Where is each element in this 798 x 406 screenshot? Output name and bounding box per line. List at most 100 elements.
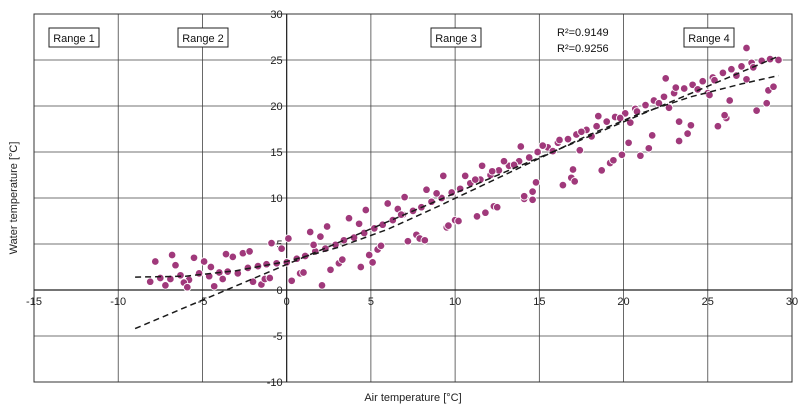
scatter-point [161,281,170,290]
y-tick-label: 30 [270,9,282,21]
scatter-point [570,177,579,186]
scatter-point [558,180,568,190]
scatter-point [368,258,377,267]
scatter-point [594,111,603,121]
y-tick-label: 25 [270,55,282,67]
scatter-point [575,145,585,155]
scatter-point [245,247,254,256]
scatter-point [183,282,192,292]
y-tick-label: -10 [267,377,283,389]
scatter-point [683,129,692,138]
scatter-point [477,161,487,171]
scatter-point [516,142,526,151]
scatter-point [287,276,296,286]
scatter-point [617,150,627,160]
scatter-point [531,178,541,187]
scatter-point [481,208,490,217]
x-axis-title: Air temperature [°C] [364,392,461,404]
scatter-point [538,141,547,150]
scatter-point [151,257,160,266]
scatter-point [737,62,746,71]
scatter-point [705,90,714,100]
scatter-point [189,253,199,263]
linear-fit-line [134,55,779,330]
x-tick-label: -5 [198,296,208,308]
x-tick-label: 20 [617,296,629,308]
scatter-point [492,202,502,212]
x-tick-label: 0 [284,296,290,308]
scatter-point [338,255,347,264]
scatter-point [277,244,286,253]
scatter-point [679,84,689,93]
scatter-point [400,192,409,202]
x-tick-label: 10 [449,296,461,308]
scatter-point [199,257,209,266]
scatter-point [317,281,327,290]
scatter-point [727,64,736,74]
scatter-point [299,268,308,277]
x-tick-label: 15 [533,296,545,308]
scatter-point [145,277,155,286]
r2-label-2: R²=0.9256 [557,43,609,55]
scatter-point [171,260,180,270]
range-label-2: Range 2 [177,27,229,48]
y-axis-title: Water temperature [°C] [8,142,20,255]
range-box [177,27,229,48]
scatter-point [344,213,354,223]
scatter-point [713,121,723,131]
scatter-point [568,165,578,174]
scatter-point [674,136,684,146]
scatter-point [454,216,463,226]
scatter-point [221,249,231,259]
scatter-point [762,98,771,108]
scatter-point [361,205,371,215]
scatter-point [519,191,529,201]
scatter-point [206,262,216,272]
scatter-point [439,171,448,181]
scatter-point [403,236,413,246]
scatter-point [636,151,645,160]
scatter-point [765,54,775,64]
scatter-point [624,138,633,148]
scatter-point [444,221,453,230]
scatter-point [309,240,318,250]
scatter-point [654,98,664,108]
scatter-point [460,171,470,181]
x-tick-label: 5 [368,296,374,308]
range-text: Range 4 [688,33,730,45]
scatter-point [218,274,227,284]
range-text: Range 1 [53,33,95,45]
scatter-point [471,175,480,184]
trend-lines [134,55,779,330]
scatter-point [674,117,684,126]
scatter-point [209,282,219,291]
scatter-point [602,117,611,126]
scatter-point [316,232,325,241]
scatter-point [420,236,430,245]
scatter-point [383,199,392,208]
scatter-point [752,106,761,115]
scatter-point [641,100,650,110]
scatter-point [305,227,315,237]
range-labels: Range 1 Range 2 Range 3 Range 4 [48,27,735,48]
scatter-point [167,250,177,260]
scatter-point [354,219,364,229]
scatter-point [533,147,542,157]
scatter-point [577,127,586,137]
grid-lines [33,13,793,383]
y-tick-label: 15 [270,147,282,159]
scatter-point [774,55,783,65]
scatter-point [626,118,635,127]
scatter-point [472,212,482,221]
y-tick-label: 20 [270,101,282,113]
scatter-point [555,135,564,145]
scatter-point [664,103,674,113]
curve-fit-line [135,74,779,278]
r2-annotations: R²=0.9149 R²=0.9256 [557,27,609,55]
range-label-3: Range 3 [430,27,482,48]
scatter-point [326,265,335,275]
scatter-point [524,153,534,162]
range-box [48,27,100,48]
y-tick-label: -5 [273,331,283,343]
